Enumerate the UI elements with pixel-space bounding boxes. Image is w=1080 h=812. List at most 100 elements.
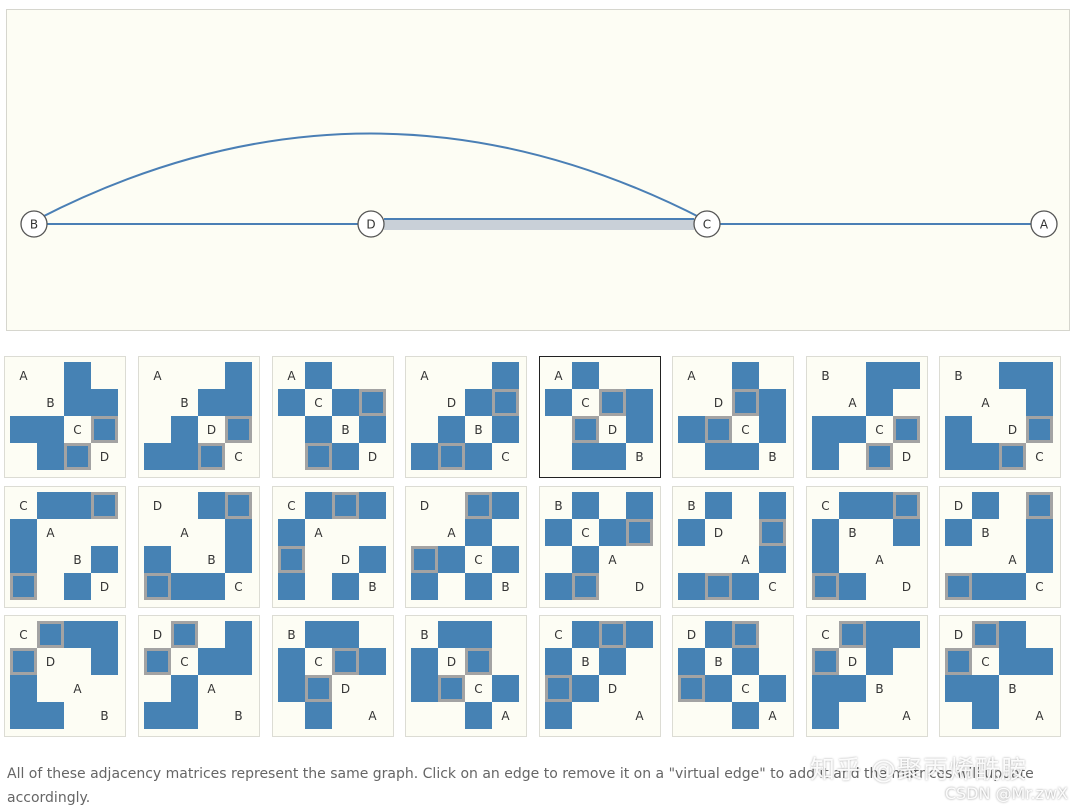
matrix-virtual-edge-cell[interactable] xyxy=(545,675,572,702)
matrix-edge-cell[interactable] xyxy=(1026,648,1053,675)
adjacency-matrix-ACDB[interactable]: A C D B xyxy=(539,356,661,478)
matrix-edge-cell[interactable] xyxy=(10,546,37,573)
matrix-edge-cell[interactable] xyxy=(626,389,653,416)
node-C[interactable]: C xyxy=(693,210,721,238)
matrix-edge-cell[interactable] xyxy=(893,362,920,389)
matrix-edge-cell[interactable] xyxy=(144,546,171,573)
matrix-virtual-edge-cell[interactable] xyxy=(705,416,732,443)
matrix-virtual-edge-cell[interactable] xyxy=(171,621,198,648)
matrix-virtual-edge-cell[interactable] xyxy=(705,573,732,600)
adjacency-matrix-DCAB[interactable]: D C A B xyxy=(138,615,260,737)
matrix-virtual-edge-cell[interactable] xyxy=(10,573,37,600)
matrix-edge-cell[interactable] xyxy=(999,648,1026,675)
matrix-edge-cell[interactable] xyxy=(599,443,626,470)
matrix-edge-cell[interactable] xyxy=(999,362,1026,389)
matrix-edge-cell[interactable] xyxy=(225,621,252,648)
matrix-edge-cell[interactable] xyxy=(999,621,1026,648)
edge-B-C[interactable] xyxy=(37,132,704,220)
matrix-edge-cell[interactable] xyxy=(572,362,599,389)
matrix-edge-cell[interactable] xyxy=(705,675,732,702)
matrix-edge-cell[interactable] xyxy=(678,573,705,600)
matrix-edge-cell[interactable] xyxy=(492,362,519,389)
matrix-edge-cell[interactable] xyxy=(732,362,759,389)
matrix-virtual-edge-cell[interactable] xyxy=(678,675,705,702)
matrix-edge-cell[interactable] xyxy=(411,443,438,470)
matrix-virtual-edge-cell[interactable] xyxy=(305,443,332,470)
matrix-edge-cell[interactable] xyxy=(171,675,198,702)
matrix-edge-cell[interactable] xyxy=(492,492,519,519)
matrix-edge-cell[interactable] xyxy=(10,675,37,702)
matrix-edge-cell[interactable] xyxy=(705,443,732,470)
matrix-virtual-edge-cell[interactable] xyxy=(599,621,626,648)
matrix-virtual-edge-cell[interactable] xyxy=(812,648,839,675)
matrix-edge-cell[interactable] xyxy=(225,648,252,675)
matrix-edge-cell[interactable] xyxy=(171,443,198,470)
adjacency-matrix-CADB[interactable]: C A D B xyxy=(272,486,394,608)
matrix-virtual-edge-cell[interactable] xyxy=(1026,416,1053,443)
matrix-edge-cell[interactable] xyxy=(144,443,171,470)
matrix-edge-cell[interactable] xyxy=(1026,389,1053,416)
matrix-virtual-edge-cell[interactable] xyxy=(759,519,786,546)
matrix-edge-cell[interactable] xyxy=(972,443,999,470)
matrix-virtual-edge-cell[interactable] xyxy=(438,675,465,702)
matrix-edge-cell[interactable] xyxy=(1026,546,1053,573)
matrix-edge-cell[interactable] xyxy=(37,702,64,729)
matrix-virtual-edge-cell[interactable] xyxy=(893,492,920,519)
matrix-edge-cell[interactable] xyxy=(492,675,519,702)
matrix-edge-cell[interactable] xyxy=(198,389,225,416)
matrix-edge-cell[interactable] xyxy=(359,546,386,573)
matrix-edge-cell[interactable] xyxy=(465,702,492,729)
matrix-edge-cell[interactable] xyxy=(10,519,37,546)
matrix-edge-cell[interactable] xyxy=(812,416,839,443)
matrix-edge-cell[interactable] xyxy=(545,389,572,416)
matrix-edge-cell[interactable] xyxy=(332,573,359,600)
matrix-edge-cell[interactable] xyxy=(812,443,839,470)
matrix-virtual-edge-cell[interactable] xyxy=(10,648,37,675)
adjacency-matrix-ABDC[interactable]: A B D C xyxy=(138,356,260,478)
matrix-edge-cell[interactable] xyxy=(866,492,893,519)
adjacency-matrix-BADC[interactable]: B A D C xyxy=(939,356,1061,478)
matrix-edge-cell[interactable] xyxy=(225,546,252,573)
adjacency-matrix-DABC[interactable]: D A B C xyxy=(138,486,260,608)
matrix-edge-cell[interactable] xyxy=(945,675,972,702)
matrix-edge-cell[interactable] xyxy=(465,621,492,648)
matrix-edge-cell[interactable] xyxy=(732,702,759,729)
matrix-virtual-edge-cell[interactable] xyxy=(438,443,465,470)
matrix-virtual-edge-cell[interactable] xyxy=(332,648,359,675)
matrix-virtual-edge-cell[interactable] xyxy=(225,416,252,443)
matrix-virtual-edge-cell[interactable] xyxy=(572,573,599,600)
matrix-edge-cell[interactable] xyxy=(599,519,626,546)
matrix-edge-cell[interactable] xyxy=(545,702,572,729)
matrix-edge-cell[interactable] xyxy=(839,573,866,600)
adjacency-matrix-ADBC[interactable]: A D B C xyxy=(405,356,527,478)
matrix-virtual-edge-cell[interactable] xyxy=(893,416,920,443)
matrix-virtual-edge-cell[interactable] xyxy=(626,519,653,546)
matrix-edge-cell[interactable] xyxy=(225,389,252,416)
matrix-edge-cell[interactable] xyxy=(305,621,332,648)
node-B[interactable]: B xyxy=(20,210,48,238)
matrix-virtual-edge-cell[interactable] xyxy=(1026,492,1053,519)
matrix-edge-cell[interactable] xyxy=(64,492,91,519)
matrix-edge-cell[interactable] xyxy=(545,648,572,675)
matrix-virtual-edge-cell[interactable] xyxy=(225,492,252,519)
matrix-virtual-edge-cell[interactable] xyxy=(37,621,64,648)
matrix-edge-cell[interactable] xyxy=(465,573,492,600)
matrix-virtual-edge-cell[interactable] xyxy=(572,416,599,443)
matrix-edge-cell[interactable] xyxy=(866,389,893,416)
matrix-edge-cell[interactable] xyxy=(492,416,519,443)
matrix-virtual-edge-cell[interactable] xyxy=(64,443,91,470)
matrix-virtual-edge-cell[interactable] xyxy=(999,443,1026,470)
matrix-virtual-edge-cell[interactable] xyxy=(492,389,519,416)
adjacency-matrix-CBAD[interactable]: C B A D xyxy=(806,486,928,608)
matrix-edge-cell[interactable] xyxy=(945,443,972,470)
matrix-edge-cell[interactable] xyxy=(465,389,492,416)
matrix-edge-cell[interactable] xyxy=(839,492,866,519)
matrix-edge-cell[interactable] xyxy=(278,519,305,546)
matrix-edge-cell[interactable] xyxy=(225,519,252,546)
adjacency-matrix-DBCA[interactable]: D B C A xyxy=(672,615,794,737)
matrix-virtual-edge-cell[interactable] xyxy=(732,389,759,416)
matrix-edge-cell[interactable] xyxy=(198,648,225,675)
matrix-edge-cell[interactable] xyxy=(37,443,64,470)
